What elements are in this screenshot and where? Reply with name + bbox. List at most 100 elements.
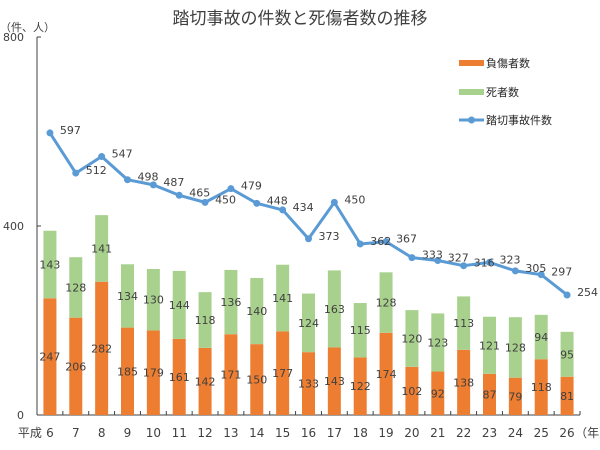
x-tick-label: 8 [98,426,106,440]
x-tick-label: 18 [353,426,368,440]
bar-label-injured: 122 [350,380,371,393]
x-tick-label: 10 [146,426,161,440]
bar-label-deaths: 115 [350,324,371,337]
bar-label-injured: 282 [91,342,112,355]
bar-label-deaths: 144 [169,299,190,312]
bar-deaths [95,215,109,282]
bar-label-injured: 142 [195,375,216,388]
bar-label-deaths: 118 [195,314,216,327]
bar-label-deaths: 128 [376,297,397,310]
bar-label-deaths: 120 [401,332,422,345]
line-label: 450 [215,193,236,206]
bar-injured [224,334,238,415]
x-tick-label: 26 [559,426,574,440]
bar-injured [379,332,393,415]
bar-label-deaths: 94 [534,331,548,344]
bar-deaths [560,331,574,377]
x-tick-label: 14 [249,426,264,440]
x-tick-label: 9 [124,426,132,440]
x-axis-suffix: （年） [575,426,600,440]
x-tick-label: 12 [197,426,212,440]
line-point [563,291,571,299]
bar-label-deaths: 141 [91,242,112,255]
legend-swatch-marker [468,116,475,124]
bar-label-injured: 92 [431,387,445,400]
bar-deaths [121,264,134,328]
bar-label-injured: 171 [220,369,241,382]
line-point [486,258,493,266]
bar-deaths [379,272,393,333]
x-tick-label: 13 [223,426,238,440]
bar-injured [250,344,264,415]
line-point [149,181,157,189]
line-point [434,256,442,264]
line-point [46,129,54,137]
line-point [408,254,416,262]
line-point [382,238,390,246]
x-tick-label: 25 [534,426,549,440]
line-label: 254 [577,286,598,299]
x-tick-label: 24 [508,426,523,440]
bar-deaths [172,270,186,339]
bar-deaths [146,268,160,331]
line-label: 333 [422,249,443,262]
bar-injured [457,349,471,415]
bar-deaths [457,296,471,350]
bar-injured [276,331,290,415]
line-point [279,206,287,214]
line-label: 362 [370,235,391,248]
bars [43,215,574,415]
bar-injured [353,357,367,415]
line-label: 450 [344,193,365,206]
bar-injured [405,366,419,415]
bar-deaths [69,257,83,318]
line-label: 512 [86,164,107,177]
bar-deaths [353,303,367,358]
bar-label-injured: 179 [143,367,164,380]
bar-label-deaths: 123 [427,336,448,349]
line-label: 448 [267,194,288,207]
legend-label: 踏切事故件数 [486,113,552,127]
line-label: 465 [189,186,210,199]
bar-label-deaths: 136 [220,296,241,309]
x-axis-prefix: 平成 [18,426,42,440]
bar-deaths [431,313,445,372]
bar-label-deaths: 163 [324,303,345,316]
x-tick-label: 17 [327,426,342,440]
bar-label-deaths: 95 [560,348,574,361]
bar-deaths [302,293,315,353]
y-tick-label: 800 [3,31,24,44]
x-tick-label: 7 [72,426,80,440]
line-point [511,267,519,275]
x-tick-label: 20 [404,426,419,440]
bar-label-injured: 185 [117,365,138,378]
line-label: 297 [551,266,572,279]
bar-label-deaths: 124 [298,317,319,330]
line-point [460,262,468,270]
bar-deaths [483,316,496,374]
bar-label-deaths: 143 [39,259,60,272]
bar-label-injured: 150 [246,374,267,387]
x-tick-label: 19 [378,426,393,440]
bar-label-injured: 118 [531,381,552,394]
bar-labels: 247 143 206 128 282 141 185 134 179 130 161 144 142 1… [39,242,574,403]
x-tick-label: 21 [430,426,445,440]
bar-injured [121,327,134,415]
bar-injured [431,371,445,415]
line-point [98,153,106,161]
x-tick-labels: 6 7 8 9 10 11 12 13 14 15 16 17 18 19 20 21 22 23 24 25 26 平成… [18,426,600,440]
line-point [124,176,131,184]
line-point [330,198,338,206]
legend-label: 死者数 [486,86,519,99]
legend-label: 負傷者数 [486,56,530,70]
bar-deaths [508,317,522,378]
bar-label-injured: 133 [298,378,319,391]
bar-label-injured: 177 [272,367,293,380]
bar-label-deaths: 141 [272,292,293,305]
line-point [201,198,209,206]
bar-label-injured: 81 [560,390,574,403]
bar-label-deaths: 130 [143,294,164,307]
bar-label-injured: 161 [169,371,190,384]
bar-injured [146,330,160,415]
